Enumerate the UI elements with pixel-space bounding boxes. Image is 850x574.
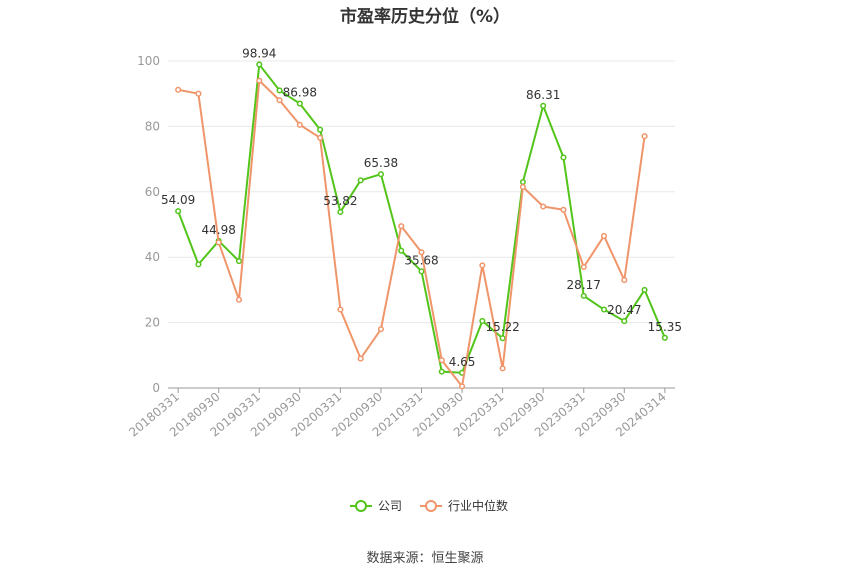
industry-point [256, 77, 263, 84]
industry-point [438, 357, 445, 364]
y-tick-label: 100 [137, 54, 160, 68]
company-point [377, 171, 384, 178]
data-label: 15.35 [648, 320, 682, 334]
industry-point [276, 97, 283, 104]
company-point [235, 258, 243, 265]
industry-point [357, 355, 364, 362]
company-point [560, 154, 567, 161]
data-label: 98.94 [242, 46, 276, 60]
company-point [317, 126, 324, 133]
data-label: 53.82 [323, 194, 357, 208]
company-point [600, 306, 608, 313]
industry-point [337, 306, 344, 313]
company-point [175, 208, 182, 215]
industry-point [560, 206, 567, 213]
legend-marker-industry [425, 500, 437, 512]
company-point [418, 268, 425, 275]
data-label: 54.09 [161, 193, 195, 207]
company-point [479, 317, 486, 325]
industry-point [641, 133, 648, 140]
company-point [519, 178, 526, 186]
industry-point [621, 277, 628, 284]
data-label: 65.38 [364, 156, 398, 170]
chart-title: 市盈率历史分位（%） [339, 7, 511, 27]
data-label: 15.22 [485, 320, 519, 334]
industry-point [398, 223, 405, 230]
industry-point [195, 90, 202, 97]
industry-point [175, 86, 182, 93]
industry-point [519, 183, 526, 190]
industry-point [215, 239, 222, 246]
company-point [641, 286, 648, 293]
y-tick-label: 0 [152, 381, 160, 395]
data-label: 86.31 [526, 88, 560, 102]
industry-point [540, 203, 547, 210]
series-line-company [177, 63, 666, 374]
industry-point [459, 383, 466, 390]
industry-point [418, 249, 425, 256]
company-point [398, 247, 405, 254]
industry-point [479, 262, 486, 269]
series-line-industry [177, 79, 646, 388]
industry-point [499, 365, 506, 372]
y-tick-label: 60 [145, 185, 160, 199]
industry-point [317, 134, 324, 141]
industry-point [296, 121, 303, 128]
data-label: 20.47 [607, 303, 641, 317]
source-note: 数据来源：恒生聚源 [366, 551, 484, 566]
company-point [661, 334, 668, 341]
data-label: 86.98 [283, 86, 317, 100]
data-label: 28.17 [567, 278, 601, 292]
data-label: 35.68 [404, 253, 438, 267]
company-point [357, 177, 364, 184]
industry-point [600, 232, 608, 239]
company-point [256, 61, 263, 68]
company-point [195, 261, 202, 268]
data-label: 44.98 [202, 223, 236, 237]
y-tick-label: 40 [145, 250, 160, 264]
y-tick-label: 80 [145, 119, 160, 133]
company-point [337, 208, 344, 216]
company-point [499, 335, 506, 342]
x-axis: 2018033120180930201903312019093020200331… [126, 387, 675, 440]
legend-label-company: 公司 [378, 499, 402, 513]
legend-label-industry: 行业中位数 [448, 498, 508, 513]
y-tick-label: 20 [145, 316, 160, 330]
company-point [276, 87, 283, 94]
company-point [580, 292, 587, 299]
industry-point [377, 326, 384, 333]
company-point [296, 100, 303, 107]
y-axis: 0 20 40 60 80 100 [137, 54, 160, 395]
company-point [621, 318, 628, 325]
series-group [175, 61, 668, 390]
data-label: 4.65 [449, 355, 476, 369]
data-labels: 54.09 44.98 98.94 86.98 53.82 65.38 35.68 4.65 1… [161, 46, 682, 368]
legend: 公司 行业中位数 [350, 498, 508, 513]
company-point [540, 102, 547, 109]
legend-marker-company [355, 500, 367, 512]
industry-point [235, 296, 243, 303]
industry-point [580, 263, 587, 271]
company-point [438, 368, 445, 375]
